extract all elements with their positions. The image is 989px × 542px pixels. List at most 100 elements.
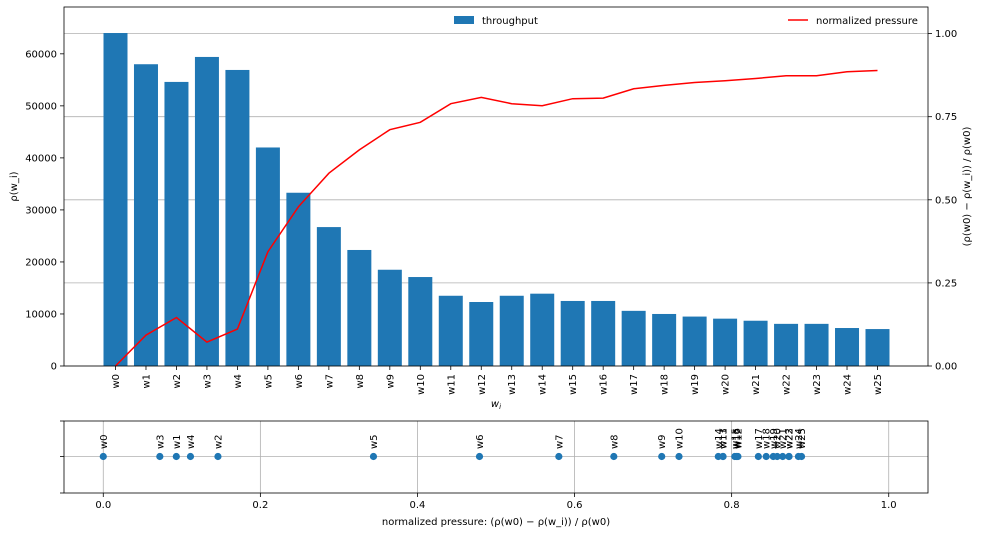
ytick-left-label: 20000 [25,257,57,268]
point-label-w25: w25 [797,428,808,449]
bar-w24 [835,328,860,366]
point-w6 [475,452,484,461]
point-label-w9: w9 [657,434,668,449]
bar-w13 [499,295,524,366]
x-axis-label-bottom: normalized pressure: (ρ(w0) − ρ(w_i)) / … [382,517,610,528]
point-label-w13: w13 [718,428,729,449]
point-w21 [779,452,787,461]
xtick-bottom-label: 0.8 [724,500,740,511]
point-w17 [754,452,762,461]
point-label-w5: w5 [369,434,380,449]
point-label-w18: w18 [762,428,773,449]
point-w3 [156,452,164,461]
xtick-label-w17: w17 [629,374,640,395]
bar-w9 [377,269,402,366]
xtick-label-w3: w3 [202,374,213,389]
bar-w17 [621,310,646,366]
point-label-w8: w8 [609,434,620,449]
point-w8 [610,452,618,461]
point-label-w23: w23 [784,428,795,449]
xtick-label-w14: w14 [538,374,549,395]
x-axis-label: wi [491,399,501,411]
point-label-w7: w7 [554,434,565,449]
plot-frame-top [63,6,929,367]
bar-w16 [591,300,616,366]
bar-w23 [804,323,829,366]
xtick-label-w23: w23 [812,374,823,395]
bar-w2 [164,81,189,366]
bar-w6 [286,192,311,366]
point-w7 [555,452,563,461]
ytick-left-label: 50000 [25,101,57,112]
point-label-w10: w10 [675,428,686,449]
point-w4 [186,452,195,461]
xtick-label-w10: w10 [416,374,427,395]
plot-frame-bottom [63,420,929,494]
legend-throughput-label: throughput [482,16,538,27]
point-label-w11: w11 [718,428,729,449]
xtick-label-w2: w2 [172,374,183,389]
xtick-label-w24: w24 [843,374,854,395]
ytick-left-label: 60000 [25,49,57,60]
x-axis-label-sub: i [499,403,501,411]
point-w14 [714,452,722,461]
point-label-w22: w22 [784,428,795,449]
xtick-bottom-label: 0.2 [252,500,268,511]
point-label-w15: w15 [730,428,741,449]
xtick-label-w15: w15 [568,374,579,395]
xtick-label-w12: w12 [477,374,488,395]
xtick-label-w25: w25 [873,374,884,395]
point-w9 [658,452,666,461]
bar-w3 [194,56,219,367]
bar-w14 [530,293,555,366]
ytick-left-label: 40000 [25,153,57,164]
bar-w10 [408,277,433,366]
point-label-w1: w1 [172,434,183,449]
point-label-w2: w2 [213,434,224,449]
legend-throughput-swatch [454,16,474,24]
bar-w18 [652,313,677,366]
xtick-label-w20: w20 [721,374,732,395]
ytick-left-label: 0 [51,362,57,373]
xtick-label-w16: w16 [599,374,610,395]
point-w25 [797,452,806,461]
bar-w7 [316,227,341,366]
xtick-label-w6: w6 [294,374,305,389]
point-label-w20: w20 [773,428,784,449]
ytick-left-label: 10000 [25,309,57,320]
point-label-w14: w14 [714,428,725,449]
xtick-label-w0: w0 [111,374,122,389]
ytick-right-label: 0.75 [935,112,957,123]
point-w2 [214,452,222,461]
bar-w22 [774,323,799,366]
point-label-w19: w19 [769,428,780,449]
point-w0 [99,452,107,461]
point-label-w6: w6 [475,434,486,449]
point-w10 [675,452,683,461]
xtick-label-w8: w8 [355,374,366,389]
point-w1 [172,452,180,461]
bar-w0 [103,33,128,366]
line-normalized-pressure [114,69,878,367]
ytick-right-label: 0.50 [935,195,957,206]
bar-w1 [133,64,158,367]
point-w18 [762,452,770,461]
point-w5 [369,452,378,461]
xtick-label-w9: w9 [385,374,396,389]
xtick-bottom-label: 0.0 [95,500,111,511]
point-label-w4: w4 [186,434,197,449]
xtick-label-w18: w18 [660,374,671,395]
xtick-label-w7: w7 [324,374,335,389]
xtick-bottom-label: 1.0 [881,500,897,511]
point-label-w0: w0 [99,434,110,449]
xtick-label-w11: w11 [446,374,457,395]
xtick-label-w4: w4 [233,374,244,389]
xtick-label-w19: w19 [690,374,701,395]
point-w20 [773,452,781,461]
legend-pressure-label: normalized pressure [816,16,918,27]
point-label-w21: w21 [778,428,789,449]
point-label-w3: w3 [155,434,166,449]
xtick-bottom-label: 0.4 [410,500,426,511]
point-label-w16: w16 [732,428,743,449]
